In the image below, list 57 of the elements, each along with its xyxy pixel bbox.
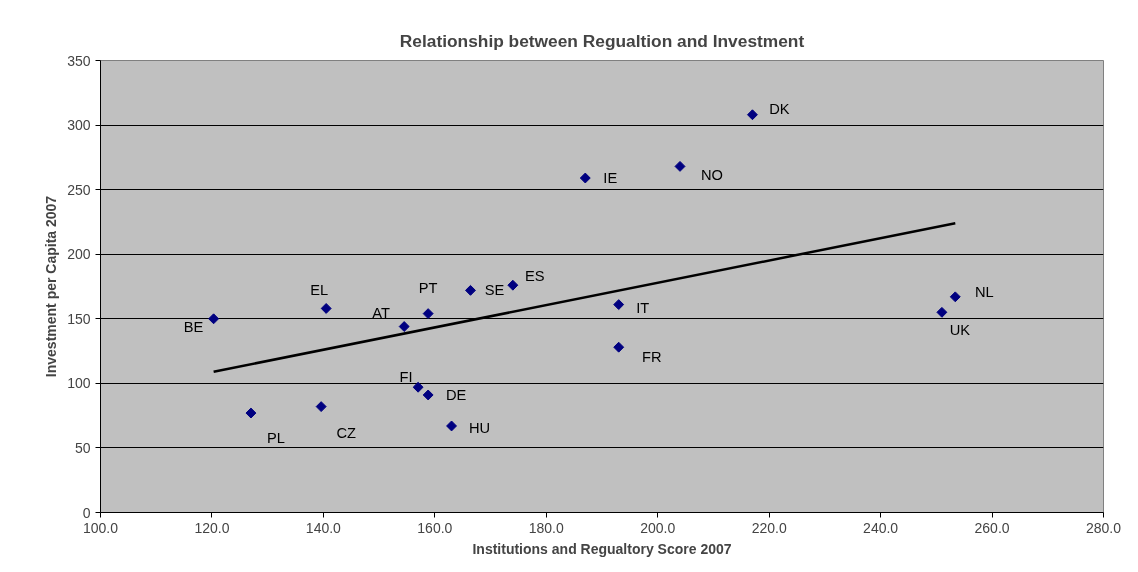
point bbox=[674, 160, 686, 172]
x-tick-label: 120.0 bbox=[194, 519, 230, 536]
point bbox=[446, 420, 457, 432]
x-tick-label: 200.0 bbox=[640, 519, 676, 536]
point bbox=[465, 284, 476, 296]
annotation: CZ bbox=[336, 424, 356, 441]
annotation: HU bbox=[468, 419, 491, 436]
x-tick-label: 160.0 bbox=[417, 519, 453, 536]
y-tick-label: 350 bbox=[67, 52, 91, 69]
point bbox=[949, 291, 961, 303]
point bbox=[613, 341, 625, 353]
y-tick-label: 200 bbox=[67, 246, 91, 263]
x-tick-label: 140.0 bbox=[305, 519, 342, 536]
x-tick-label: 180.0 bbox=[528, 519, 565, 536]
chart-title: Relationship between Regualtion and Investment bbox=[399, 30, 805, 51]
y-tick-label: 100 bbox=[67, 375, 91, 392]
annotation: FR bbox=[641, 349, 662, 366]
annotation: NL bbox=[974, 283, 994, 300]
point bbox=[936, 306, 948, 318]
point bbox=[747, 109, 758, 121]
point bbox=[398, 321, 410, 332]
point bbox=[507, 279, 519, 291]
y-tick-label: 250 bbox=[67, 181, 91, 198]
y-tick-label: 50 bbox=[74, 439, 91, 456]
point bbox=[613, 299, 625, 311]
y-axis-title: Investment per Capita 2007 bbox=[43, 195, 60, 378]
point bbox=[320, 303, 332, 314]
point bbox=[579, 172, 591, 184]
annotation: EL bbox=[310, 282, 329, 299]
annotation: DE bbox=[445, 386, 467, 403]
point bbox=[422, 389, 434, 401]
point bbox=[422, 308, 434, 320]
annotation: SE bbox=[484, 282, 505, 299]
annotation: ES bbox=[525, 268, 545, 285]
annotation: DK bbox=[769, 100, 790, 117]
x-tick-label: 100.0 bbox=[82, 519, 119, 536]
x-axis-title: Institutions and Regualtory Score 2007 bbox=[472, 540, 732, 557]
x-tick-label: 240.0 bbox=[863, 519, 899, 536]
annotation: PL bbox=[266, 430, 285, 447]
annotation: FI bbox=[399, 369, 413, 386]
y-tick-label: 150 bbox=[67, 310, 91, 327]
point bbox=[315, 401, 327, 413]
x-tick-label: 280.0 bbox=[1085, 519, 1122, 536]
annotation: IT bbox=[636, 299, 650, 316]
y-tick-label: 300 bbox=[67, 117, 91, 134]
annotation: NO bbox=[701, 167, 723, 184]
annotation: PT bbox=[418, 279, 438, 296]
annotation: IE bbox=[603, 170, 618, 187]
x-tick-label: 220.0 bbox=[751, 519, 787, 536]
point bbox=[412, 381, 424, 393]
y-tick-label: 0 bbox=[82, 504, 91, 521]
annotation: UK bbox=[949, 322, 971, 339]
annotation: AT bbox=[372, 304, 391, 321]
point bbox=[208, 313, 220, 325]
annotation: BE bbox=[183, 318, 204, 335]
x-tick-label: 260.0 bbox=[974, 519, 1010, 536]
point bbox=[245, 407, 257, 419]
